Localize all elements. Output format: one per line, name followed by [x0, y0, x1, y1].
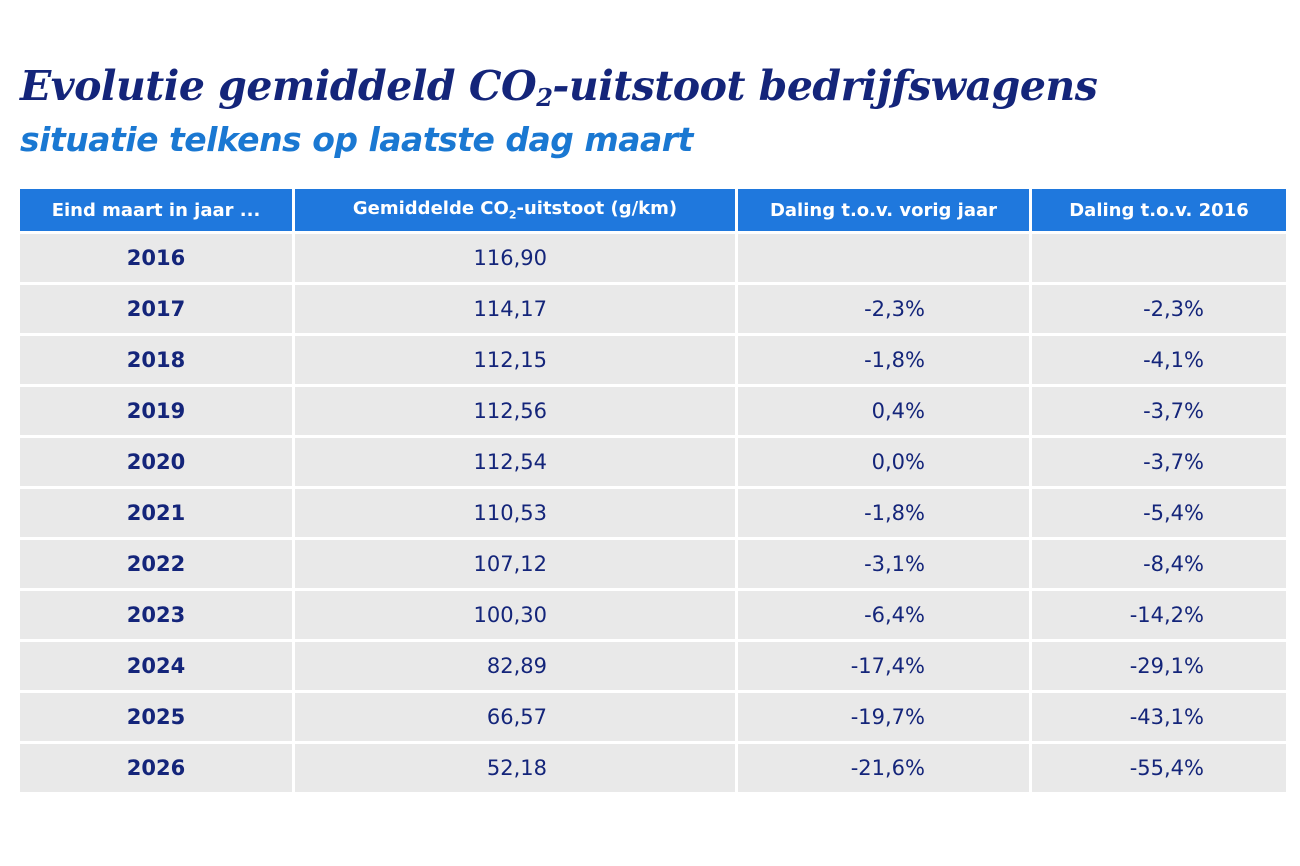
cell-average-co2: 114,17 [295, 285, 735, 333]
cell-decrease-previous-year: -3,1% [738, 540, 1029, 588]
cell-average-co2: 112,54 [295, 438, 735, 486]
cell-year: 2016 [20, 234, 292, 282]
cell-year: 2022 [20, 540, 292, 588]
header-decrease-previous-year: Daling t.o.v. vorig jaar [738, 189, 1029, 231]
page-subtitle: situatie telkens op laatste dag maart [20, 120, 693, 159]
title-text: Evolutie gemiddeld CO [20, 62, 537, 110]
table-row: 2019 112,56 0,4% -3,7% [20, 387, 1286, 435]
cell-decrease-previous-year: -21,6% [738, 744, 1029, 792]
title-text-end: -uitstoot bedrijfswagens [552, 62, 1098, 110]
cell-decrease-previous-year: 0,4% [738, 387, 1029, 435]
table-row: 2020 112,54 0,0% -3,7% [20, 438, 1286, 486]
cell-average-co2: 100,30 [295, 591, 735, 639]
cell-average-co2: 107,12 [295, 540, 735, 588]
table-row: 2024 82,89 -17,4% -29,1% [20, 642, 1286, 690]
title-subscript: 2 [536, 83, 553, 112]
cell-decrease-vs-2016: -43,1% [1032, 693, 1286, 741]
cell-year: 2021 [20, 489, 292, 537]
cell-average-co2: 82,89 [295, 642, 735, 690]
header-average-co2: Gemiddelde CO2-uitstoot (g/km) [295, 189, 735, 231]
cell-year: 2023 [20, 591, 292, 639]
cell-decrease-previous-year: -2,3% [738, 285, 1029, 333]
cell-decrease-vs-2016: -2,3% [1032, 285, 1286, 333]
table-body: 2016 116,90 2017 114,17 -2,3% -2,3% 2018 112,15… [20, 234, 1286, 792]
cell-year: 2018 [20, 336, 292, 384]
cell-decrease-previous-year: -17,4% [738, 642, 1029, 690]
cell-average-co2: 110,53 [295, 489, 735, 537]
table-row: 2021 110,53 -1,8% -5,4% [20, 489, 1286, 537]
table-row: 2017 114,17 -2,3% -2,3% [20, 285, 1286, 333]
header-average-unit: -uitstoot (g/km) [516, 198, 678, 220]
header-average-subscript: 2 [508, 208, 517, 222]
cell-average-co2: 112,15 [295, 336, 735, 384]
cell-average-co2: 66,57 [295, 693, 735, 741]
cell-decrease-previous-year: -19,7% [738, 693, 1029, 741]
cell-year: 2017 [20, 285, 292, 333]
cell-average-co2: 116,90 [295, 234, 735, 282]
cell-decrease-vs-2016: -29,1% [1032, 642, 1286, 690]
cell-decrease-vs-2016: -8,4% [1032, 540, 1286, 588]
cell-decrease-previous-year: 0,0% [738, 438, 1029, 486]
cell-decrease-previous-year [738, 234, 1029, 282]
cell-decrease-vs-2016: -5,4% [1032, 489, 1286, 537]
cell-year: 2026 [20, 744, 292, 792]
cell-decrease-vs-2016 [1032, 234, 1286, 282]
header-average-text: Gemiddelde CO [352, 198, 509, 220]
cell-year: 2024 [20, 642, 292, 690]
cell-year: 2020 [20, 438, 292, 486]
cell-decrease-vs-2016: -55,4% [1032, 744, 1286, 792]
table-row: 2025 66,57 -19,7% -43,1% [20, 693, 1286, 741]
cell-decrease-vs-2016: -4,1% [1032, 336, 1286, 384]
cell-decrease-vs-2016: -3,7% [1032, 438, 1286, 486]
cell-year: 2025 [20, 693, 292, 741]
cell-decrease-previous-year: -6,4% [738, 591, 1029, 639]
cell-decrease-vs-2016: -14,2% [1032, 591, 1286, 639]
header-decrease-vs-2016: Daling t.o.v. 2016 [1032, 189, 1286, 231]
cell-decrease-vs-2016: -3,7% [1032, 387, 1286, 435]
table-row: 2026 52,18 -21,6% -55,4% [20, 744, 1286, 792]
cell-decrease-previous-year: -1,8% [738, 489, 1029, 537]
cell-decrease-previous-year: -1,8% [738, 336, 1029, 384]
table-row: 2023 100,30 -6,4% -14,2% [20, 591, 1286, 639]
table-row: 2016 116,90 [20, 234, 1286, 282]
cell-average-co2: 52,18 [295, 744, 735, 792]
co2-table: Eind maart in jaar ... Gemiddelde CO2-ui… [17, 186, 1289, 795]
cell-year: 2019 [20, 387, 292, 435]
page-title: Evolutie gemiddeld CO2-uitstoot bedrijfs… [20, 66, 1098, 112]
table-row: 2022 107,12 -3,1% -8,4% [20, 540, 1286, 588]
table-row: 2018 112,15 -1,8% -4,1% [20, 336, 1286, 384]
table-header-row: Eind maart in jaar ... Gemiddelde CO2-ui… [20, 189, 1286, 231]
header-year: Eind maart in jaar ... [20, 189, 292, 231]
cell-average-co2: 112,56 [295, 387, 735, 435]
